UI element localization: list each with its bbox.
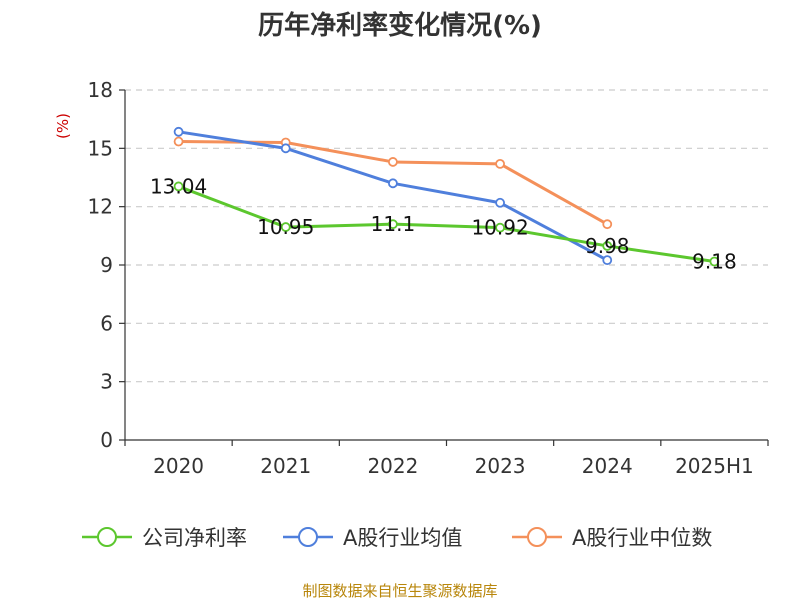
data-point [495, 158, 505, 169]
source-note: 制图数据来自恒生聚源数据库 [302, 582, 497, 600]
data-point [388, 219, 398, 230]
data-point [280, 143, 291, 154]
legend-swatch-marker [527, 527, 547, 547]
x-tick-label: 2023 [475, 454, 526, 478]
legend-swatch-marker [298, 527, 318, 547]
y-tick-label: 9 [100, 253, 113, 277]
legend: 公司净利率 A股行业均值 A股行业中位数 [82, 526, 712, 550]
y-tick-label: 12 [88, 195, 113, 219]
data-point [602, 241, 613, 251]
data-point [173, 126, 184, 137]
legend-label: 公司净利率 [142, 526, 247, 550]
data-point [709, 256, 720, 267]
x-tick-label: 2021 [260, 454, 311, 478]
series-line [178, 185, 715, 263]
series-line [178, 130, 608, 262]
x-tick-label: 2020 [153, 454, 204, 478]
data-point [173, 136, 184, 147]
y-tick-label: 0 [100, 428, 113, 452]
data-label: 10.95 [257, 215, 314, 239]
legend-swatch-marker [97, 527, 117, 547]
x-tick-label: 2025H1 [675, 454, 754, 478]
y-tick-label: 15 [88, 136, 113, 160]
data-label: 9.18 [692, 250, 737, 274]
gridlines [125, 89, 768, 383]
data-point [602, 219, 613, 230]
x-tick-label: 2022 [367, 454, 418, 478]
chart-title: 历年净利率变化情况(%) [258, 10, 542, 41]
data-label: 10.92 [471, 216, 528, 240]
data-point [495, 197, 505, 208]
data-label: 13.04 [150, 174, 207, 198]
data-point [280, 222, 291, 232]
y-tick-label: 6 [100, 311, 113, 335]
y-tick-label: 3 [100, 370, 113, 394]
legend-label: A股行业均值 [343, 526, 462, 550]
legend-label: A股行业中位数 [572, 526, 712, 550]
data-point [602, 255, 613, 266]
x-tick-label: 2024 [582, 454, 633, 478]
data-point [495, 222, 505, 233]
series-lines [173, 126, 720, 267]
axes: 0 3 6 9 12 15 18 2020 2021 2022 2023 2024 2025H1 [88, 78, 769, 478]
data-label: 9.98 [585, 234, 630, 258]
data-labels: 13.04 10.95 11.1 10.92 9.98 9.18 [150, 174, 737, 273]
data-point [173, 181, 184, 192]
data-point [388, 157, 398, 167]
y-tick-label: 18 [88, 78, 113, 102]
data-label: 11.1 [371, 212, 416, 236]
y-axis-unit: (%) [54, 113, 72, 139]
data-point [388, 178, 398, 189]
